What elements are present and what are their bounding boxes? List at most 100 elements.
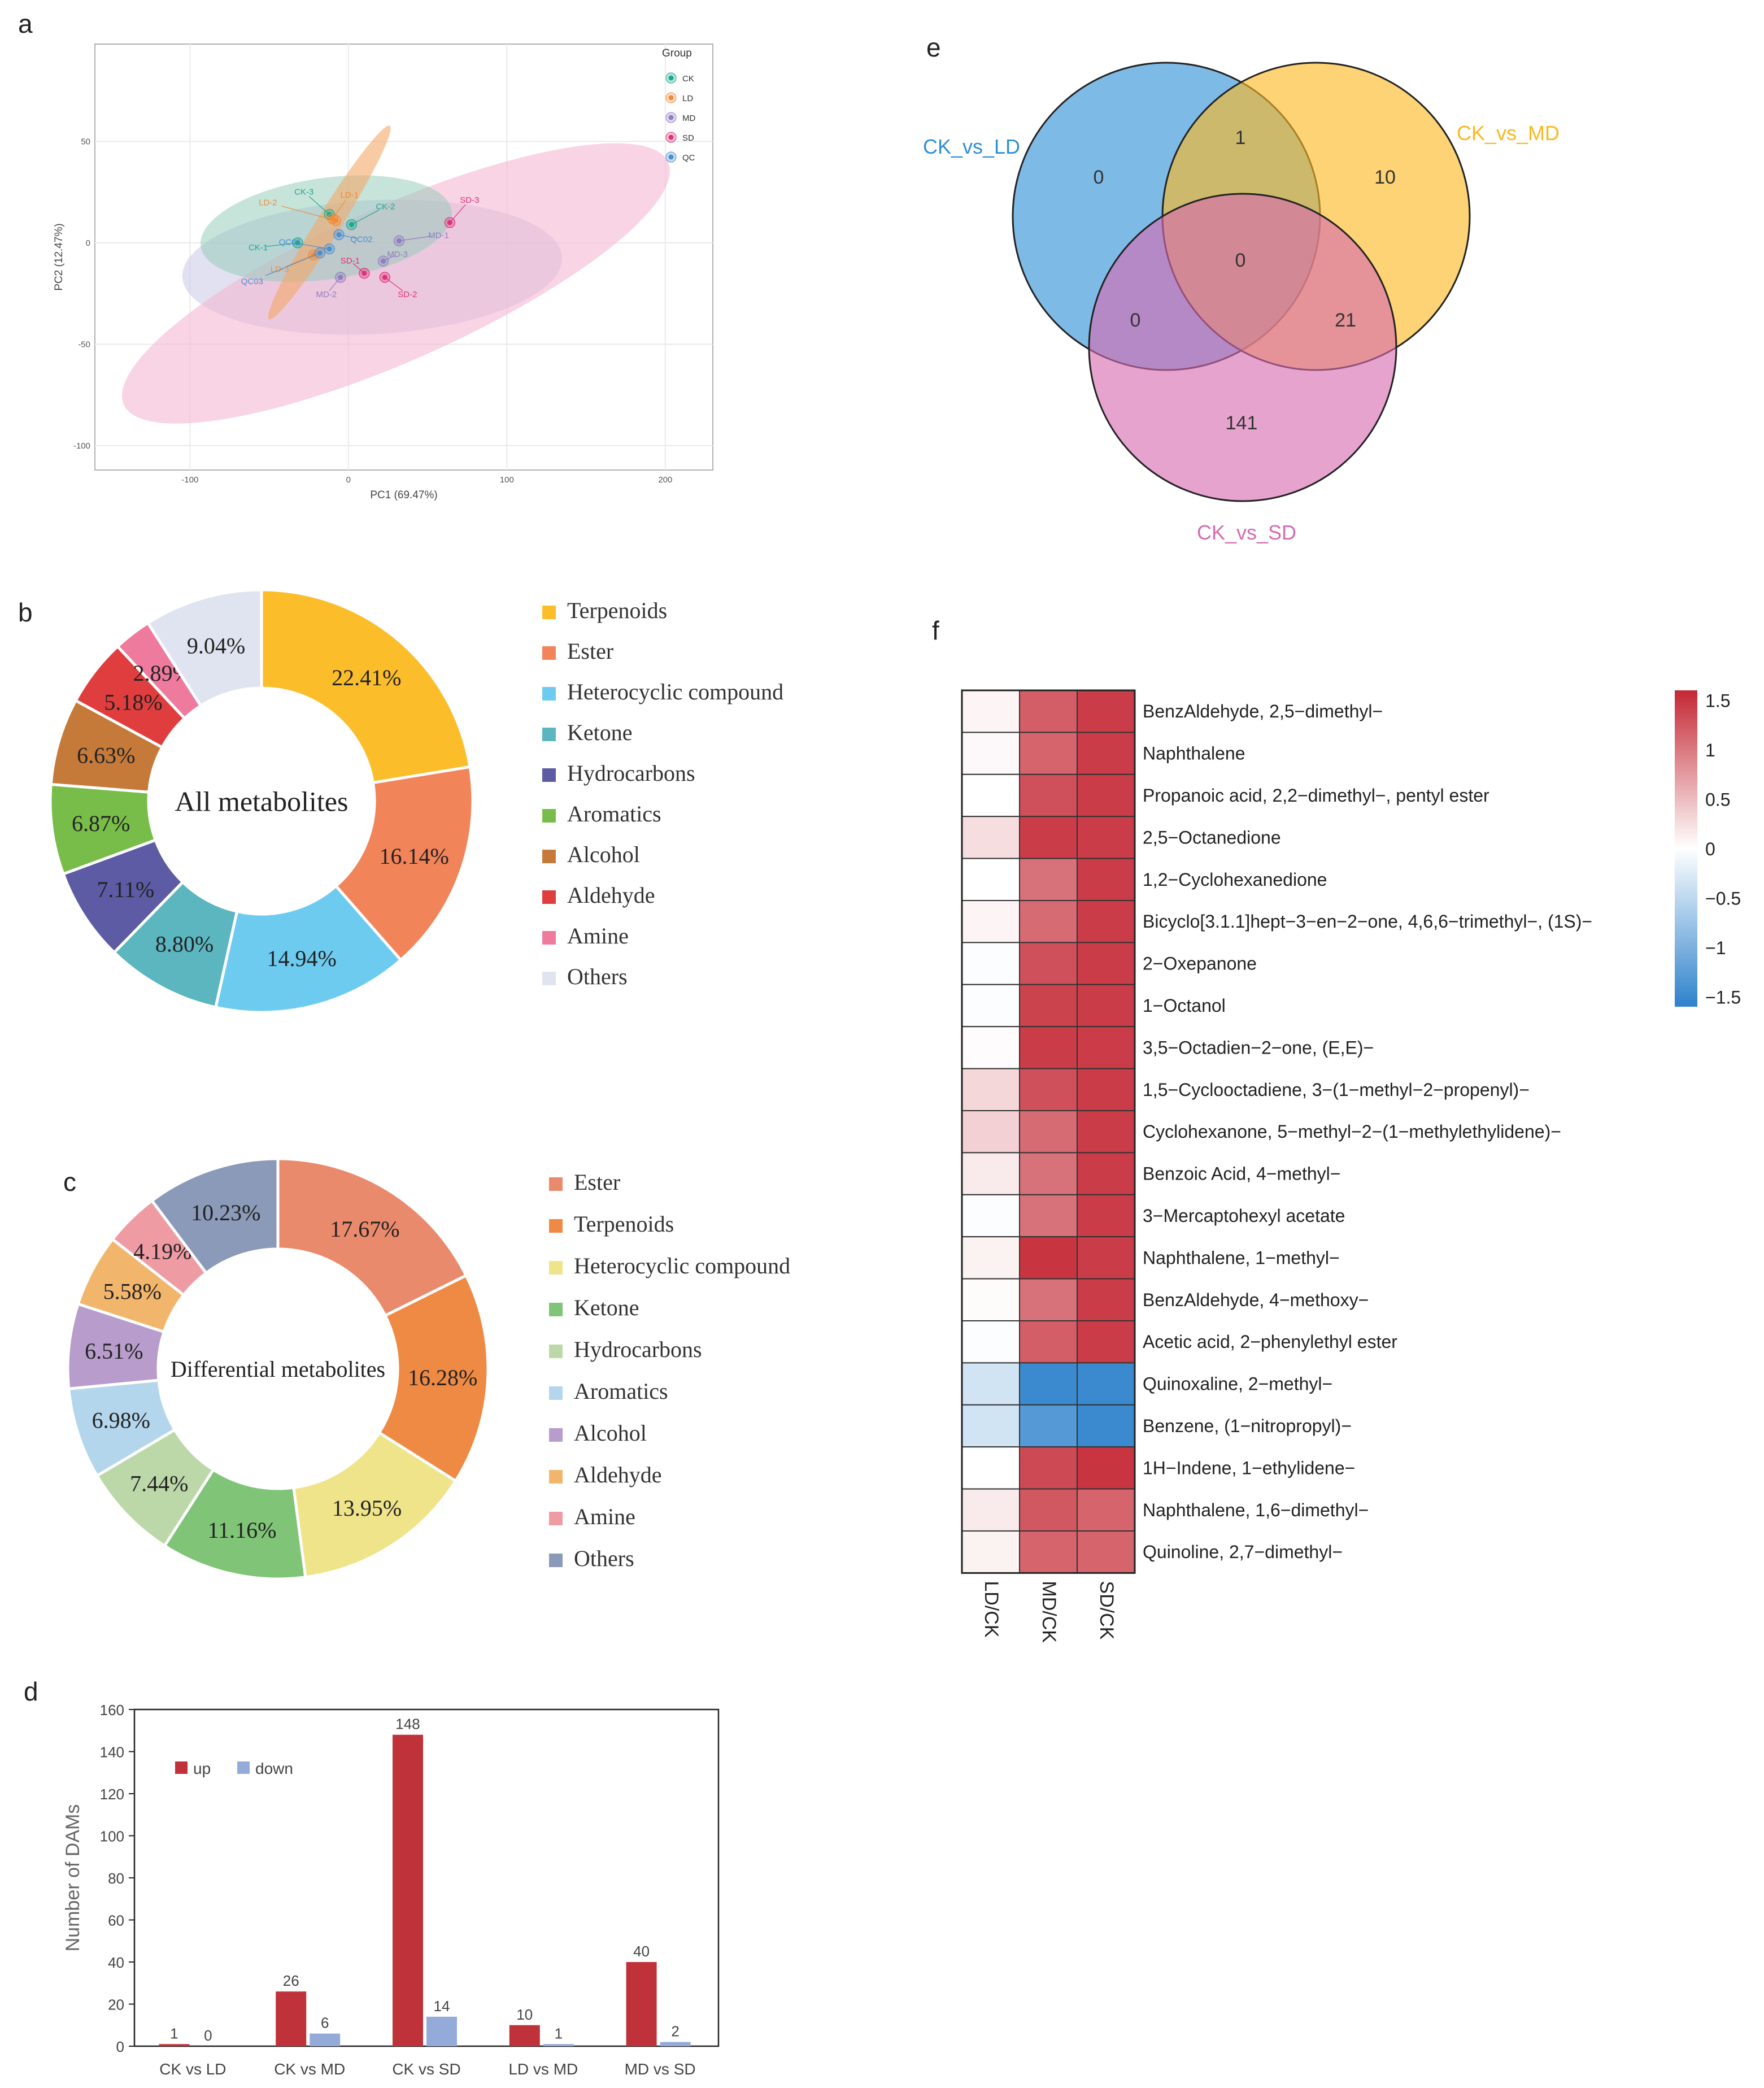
bar-value-label: 40: [633, 1943, 650, 1960]
ellipse-sd: [122, 143, 670, 424]
bar-up: [159, 2044, 190, 2046]
legend-label: Alcohol: [574, 1420, 647, 1446]
legend-label: Aromatics: [574, 1378, 668, 1404]
legend-label: Terpenoids: [574, 1211, 674, 1237]
point-leader-line: [308, 196, 330, 215]
heatmap-cell: [1077, 900, 1135, 943]
point-label: MD-3: [387, 250, 408, 259]
heatmap-cell: [1019, 1530, 1078, 1574]
slice-terpenoids: [260, 588, 472, 785]
y-tick-label: 50: [81, 137, 90, 146]
slice-label: 6.51%: [85, 1338, 143, 1364]
slice-heterocyclic-compound: [292, 1430, 458, 1579]
slice-label: 9.04%: [187, 633, 245, 658]
point-leader-line: [281, 206, 336, 221]
legend-label: LD: [682, 94, 693, 103]
legend-swatch: [542, 850, 556, 863]
heatmap-row-label: Cyclohexanone, 5−methyl−2−(1−methylethyl…: [1143, 1121, 1561, 1142]
heatmap-cell: [1077, 1446, 1135, 1490]
heatmap-cell: [961, 732, 1020, 775]
x-tick-label: CK vs SD: [392, 2060, 460, 2078]
heatmap-row-label: BenzAldehyde, 2,5−dimethyl−: [1143, 701, 1383, 721]
y-tick-label: 160: [100, 1702, 124, 1719]
point-CK-2: [349, 222, 354, 228]
venn-set-label: CK_vs_MD: [1457, 121, 1560, 145]
heatmap-cell: [1077, 1068, 1135, 1111]
heatmap-cell: [1077, 942, 1135, 985]
legend-label: Hydrocarbons: [567, 760, 695, 786]
heatmap-cell: [1077, 858, 1135, 901]
slice-label: 6.87%: [72, 811, 130, 836]
bar-value-label: 14: [434, 1998, 450, 2015]
pca-plot: -100 0 100 200 -100 -50 0 50 PC1 (69.47%) PC2 (12…: [53, 44, 713, 501]
legend-label: down: [255, 1760, 293, 1777]
heatmap-row-label: Naphthalene, 1,6−dimethyl−: [1143, 1500, 1369, 1520]
heatmap-cell: [1077, 773, 1135, 817]
legend-label: MD: [682, 114, 695, 123]
legend-label: SD: [682, 133, 694, 143]
legend-label: Ester: [574, 1169, 620, 1195]
bar-down: [543, 2044, 574, 2046]
legend-swatch: [549, 1345, 563, 1358]
y-axis-label: Number of DAMs: [62, 1804, 84, 1952]
heatmap-row-label: Benzene, (1−nitropropyl)−: [1143, 1416, 1352, 1436]
heatmap-cell: [961, 816, 1020, 859]
y-tick-label: 20: [108, 1996, 124, 2013]
venn-set-label: CK_vs_SD: [1197, 521, 1296, 544]
heatmap-cell: [961, 1530, 1020, 1574]
venn-set-label: CK_vs_LD: [923, 135, 1020, 158]
heatmap-cell: [961, 1110, 1020, 1154]
legend-dot-LD: [668, 95, 674, 101]
venn-region-count: 10: [1374, 167, 1396, 188]
slice-ester: [334, 765, 474, 962]
panel-label-d: d: [24, 1677, 38, 1706]
heatmap-row-label: Quinoline, 2,7−dimethyl−: [1143, 1542, 1343, 1562]
heatmap-row-label: Acetic acid, 2−phenylethyl ester: [1143, 1332, 1397, 1352]
bar-down: [426, 2016, 457, 2046]
colorbar: [1675, 690, 1697, 1007]
legend-label: Heterocyclic compound: [574, 1253, 790, 1278]
heatmap-cell: [1019, 900, 1078, 943]
legend-dot-QC: [668, 154, 674, 160]
heatmap-cell: [1077, 1194, 1135, 1238]
heatmap-cell: [961, 858, 1020, 901]
panel-label-e: e: [926, 33, 941, 62]
heatmap-cell: [1019, 1278, 1078, 1322]
point-LD-1: [330, 216, 336, 221]
heatmap-column-label: SD/CK: [1096, 1581, 1117, 1639]
legend-swatch: [542, 972, 556, 985]
slice-label: 16.28%: [408, 1365, 477, 1390]
point-MD-3: [381, 258, 386, 264]
colorbar-tick-label: 0: [1705, 839, 1715, 859]
heatmap-cell: [1019, 1110, 1078, 1154]
legend-swatch: [542, 890, 556, 904]
bar-up: [626, 1962, 657, 2046]
y-tick-label: 140: [100, 1744, 124, 1761]
x-tick-label: MD vs SD: [625, 2060, 696, 2078]
y-tick-label: -50: [78, 340, 90, 349]
legend-swatch: [542, 809, 556, 823]
heatmap-cell: [1019, 1236, 1078, 1280]
heatmap: BenzAldehyde, 2,5−dimethyl− Naphthalene Pr…: [961, 689, 1741, 1643]
point-CK-1: [295, 240, 300, 246]
bar-down: [310, 2033, 341, 2046]
heatmap-cell: [1077, 1152, 1135, 1195]
legend-label: Others: [567, 964, 628, 989]
y-tick-label: 100: [100, 1828, 124, 1845]
heatmap-cell: [961, 1488, 1020, 1532]
heatmap-cell: [1077, 1530, 1135, 1574]
legend-label: Hydrocarbons: [574, 1337, 702, 1362]
point-MD-2: [338, 275, 343, 280]
heatmap-cell: [1077, 1362, 1135, 1406]
x-tick-label: -100: [181, 475, 198, 485]
heatmap-cell: [961, 1194, 1020, 1238]
heatmap-row-label: Benzoic Acid, 4−methyl−: [1143, 1164, 1340, 1184]
y-axis-label: PC2 (12.47%): [53, 223, 65, 290]
point-leader-line: [384, 277, 403, 292]
legend-swatch: [549, 1554, 563, 1567]
heatmap-cell: [961, 1236, 1020, 1280]
heatmap-cell: [1019, 1404, 1078, 1448]
heatmap-row-label: Quinoxaline, 2−methyl−: [1143, 1374, 1332, 1394]
